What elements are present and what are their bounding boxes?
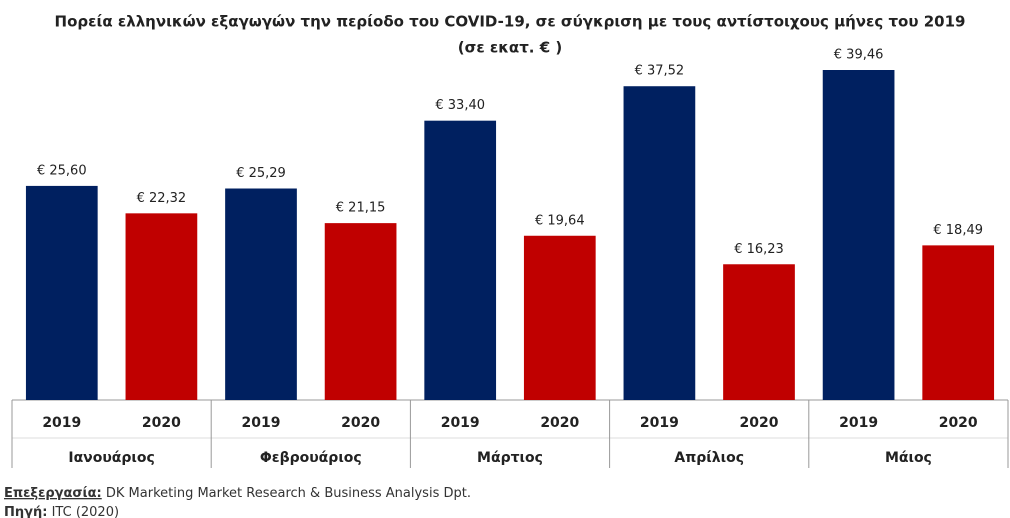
x-tick-label: 2020 [939, 415, 978, 431]
x-tick-label: 2020 [341, 415, 380, 431]
source-text: ITC (2020) [52, 505, 119, 518]
value-label: € 25,29 [236, 166, 286, 181]
bar [424, 120, 497, 400]
footer-source: Πηγή: ITC (2020) [4, 505, 119, 518]
bar [125, 213, 198, 400]
x-group-label: Ιανουάριος [68, 450, 154, 466]
value-label: € 33,40 [435, 98, 485, 113]
x-group-label: Μάρτιος [477, 450, 543, 466]
bar [324, 223, 397, 400]
processing-text: DK Marketing Market Research & Business … [106, 486, 471, 501]
bar [922, 245, 995, 400]
value-label: € 37,52 [635, 64, 685, 79]
source-label: Πηγή: [4, 505, 47, 518]
bar [723, 264, 795, 400]
processing-label: Επεξεργασία: [4, 486, 102, 501]
value-label: € 18,49 [933, 223, 983, 238]
chart-title: Πορεία ελληνικών εξαγωγών την περίοδο το… [55, 13, 966, 31]
bar [623, 86, 696, 400]
bar [523, 235, 596, 400]
bar [225, 188, 297, 400]
chart-subtitle: (σε εκατ. € ) [458, 39, 562, 57]
footer-processing: Επεξεργασία: DK Marketing Market Researc… [4, 486, 471, 501]
value-label: € 22,32 [137, 191, 187, 206]
x-tick-label: 2020 [540, 415, 579, 431]
x-group-label: Φεβρουάριος [260, 450, 362, 466]
x-tick-label: 2019 [242, 415, 281, 431]
x-tick-label: 2019 [441, 415, 480, 431]
value-label: € 16,23 [734, 242, 784, 257]
x-tick-label: 2019 [42, 415, 81, 431]
value-label: € 25,60 [37, 163, 87, 178]
bar [822, 70, 895, 400]
x-tick-label: 2019 [640, 415, 679, 431]
value-label: € 21,15 [336, 201, 386, 216]
value-label: € 39,46 [834, 48, 884, 63]
x-tick-label: 2020 [142, 415, 181, 431]
x-tick-label: 2019 [839, 415, 878, 431]
bar [25, 185, 98, 400]
x-group-label: Μάιος [885, 450, 932, 466]
x-group-label: Απρίλιος [674, 450, 744, 466]
value-label: € 19,64 [535, 213, 585, 228]
x-tick-label: 2020 [740, 415, 779, 431]
